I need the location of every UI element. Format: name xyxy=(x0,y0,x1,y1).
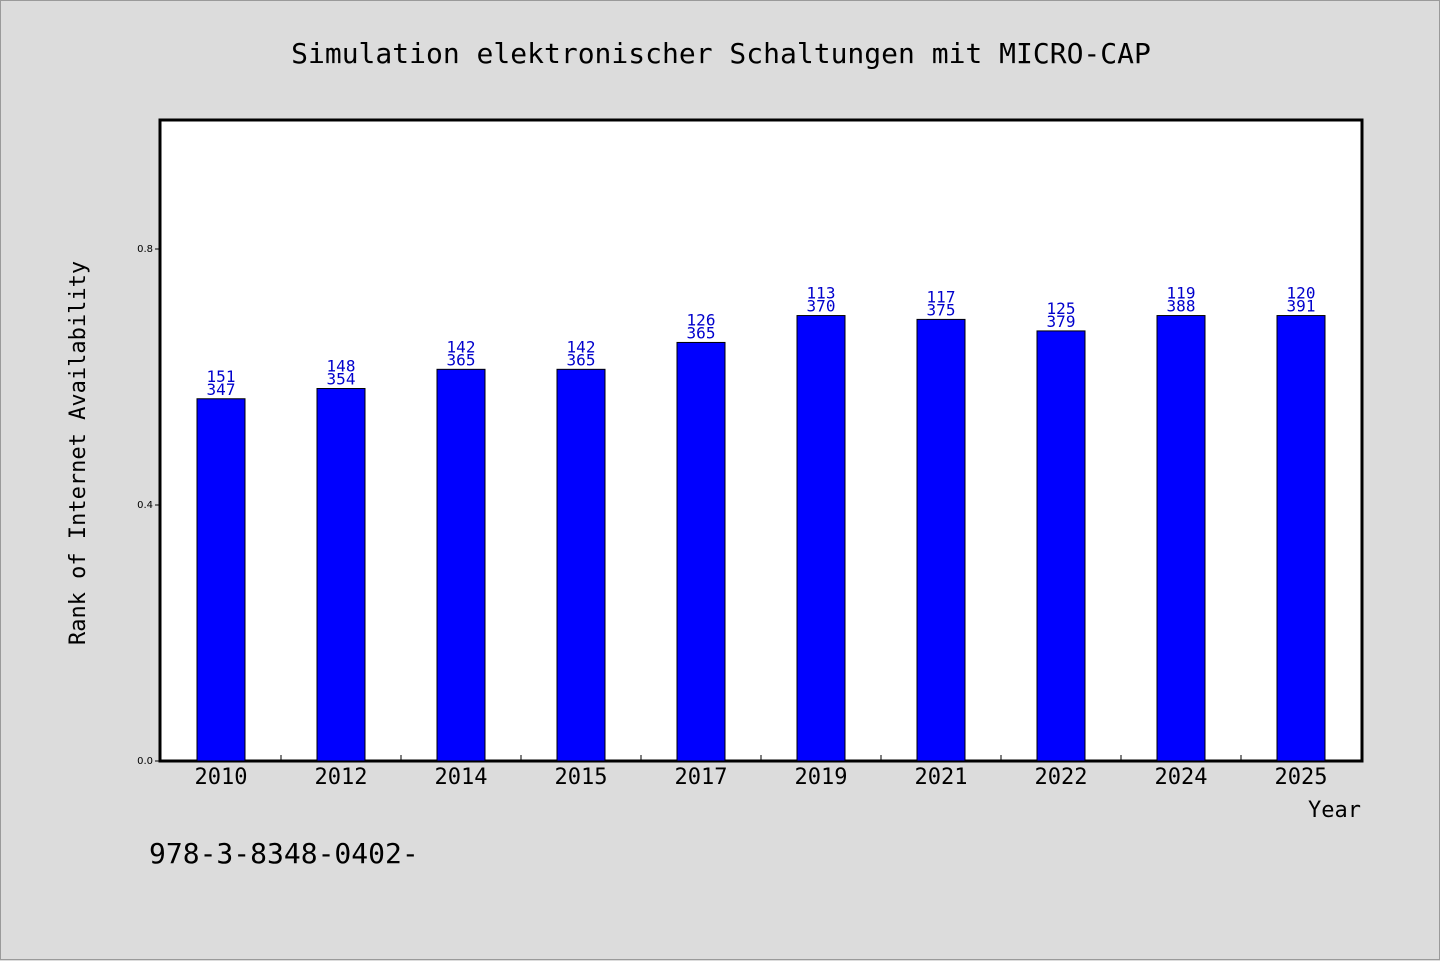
bar xyxy=(796,315,846,762)
x-tick-label: 2021 xyxy=(915,765,968,790)
x-tick-label: 2024 xyxy=(1155,765,1208,790)
chart-title: Simulation elektronischer Schaltungen mi… xyxy=(291,37,1151,70)
y-ticks: 0.0 0.4 0.8 xyxy=(137,244,161,767)
y-axis-label: Rank of Internet Availability xyxy=(66,261,91,645)
bar xyxy=(436,368,486,762)
data-label-bottom: 365 xyxy=(567,350,596,369)
y-tick-label: 0.8 xyxy=(137,244,153,255)
data-label-top: 120 xyxy=(1287,284,1316,303)
data-label-top: 142 xyxy=(567,337,596,356)
y-tick-label: 0.4 xyxy=(137,500,153,511)
bar xyxy=(1156,315,1206,762)
data-label-bottom: 365 xyxy=(447,350,476,369)
x-tick-label: 2015 xyxy=(555,765,608,790)
x-tick-label: 2025 xyxy=(1275,765,1328,790)
data-label-bottom: 388 xyxy=(1167,297,1196,316)
x-tick-label: 2019 xyxy=(795,765,848,790)
data-label-bottom: 347 xyxy=(207,380,236,399)
y-tick-label: 0.0 xyxy=(137,756,153,767)
data-label-top: 117 xyxy=(927,287,956,306)
bar xyxy=(676,341,726,762)
bar xyxy=(1276,315,1326,762)
bar xyxy=(196,398,246,762)
x-tick-label: 2022 xyxy=(1035,765,1088,790)
bar xyxy=(556,368,606,762)
data-label-top: 113 xyxy=(807,284,836,303)
data-label-bottom: 354 xyxy=(327,370,356,389)
x-tick-label: 2010 xyxy=(195,765,248,790)
bar xyxy=(916,318,966,762)
x-axis-label: Year xyxy=(1308,798,1361,823)
data-label-bottom: 370 xyxy=(807,297,836,316)
data-label-top: 119 xyxy=(1167,284,1196,303)
x-tick-label: 2014 xyxy=(435,765,488,790)
x-tick-label: 2017 xyxy=(675,765,728,790)
bar xyxy=(316,388,366,762)
data-label-top: 151 xyxy=(207,367,236,386)
data-label-bottom: 375 xyxy=(927,300,956,319)
x-tick-label: 2012 xyxy=(315,765,368,790)
data-label-bottom: 379 xyxy=(1047,312,1076,331)
footer-isbn: 978-3-8348-0402- xyxy=(149,837,419,870)
data-label-top: 148 xyxy=(327,357,356,376)
data-label-bottom: 365 xyxy=(687,323,716,342)
bar xyxy=(1036,330,1086,762)
data-label-top: 125 xyxy=(1047,299,1076,318)
bars xyxy=(196,315,1326,762)
data-label-top: 142 xyxy=(447,337,476,356)
data-label-bottom: 391 xyxy=(1287,297,1316,316)
x-ticks: 2010 2012 2014 2015 2017 2019 2021 2022 2024 2025 xyxy=(195,755,1328,790)
data-label-top: 126 xyxy=(687,310,716,329)
